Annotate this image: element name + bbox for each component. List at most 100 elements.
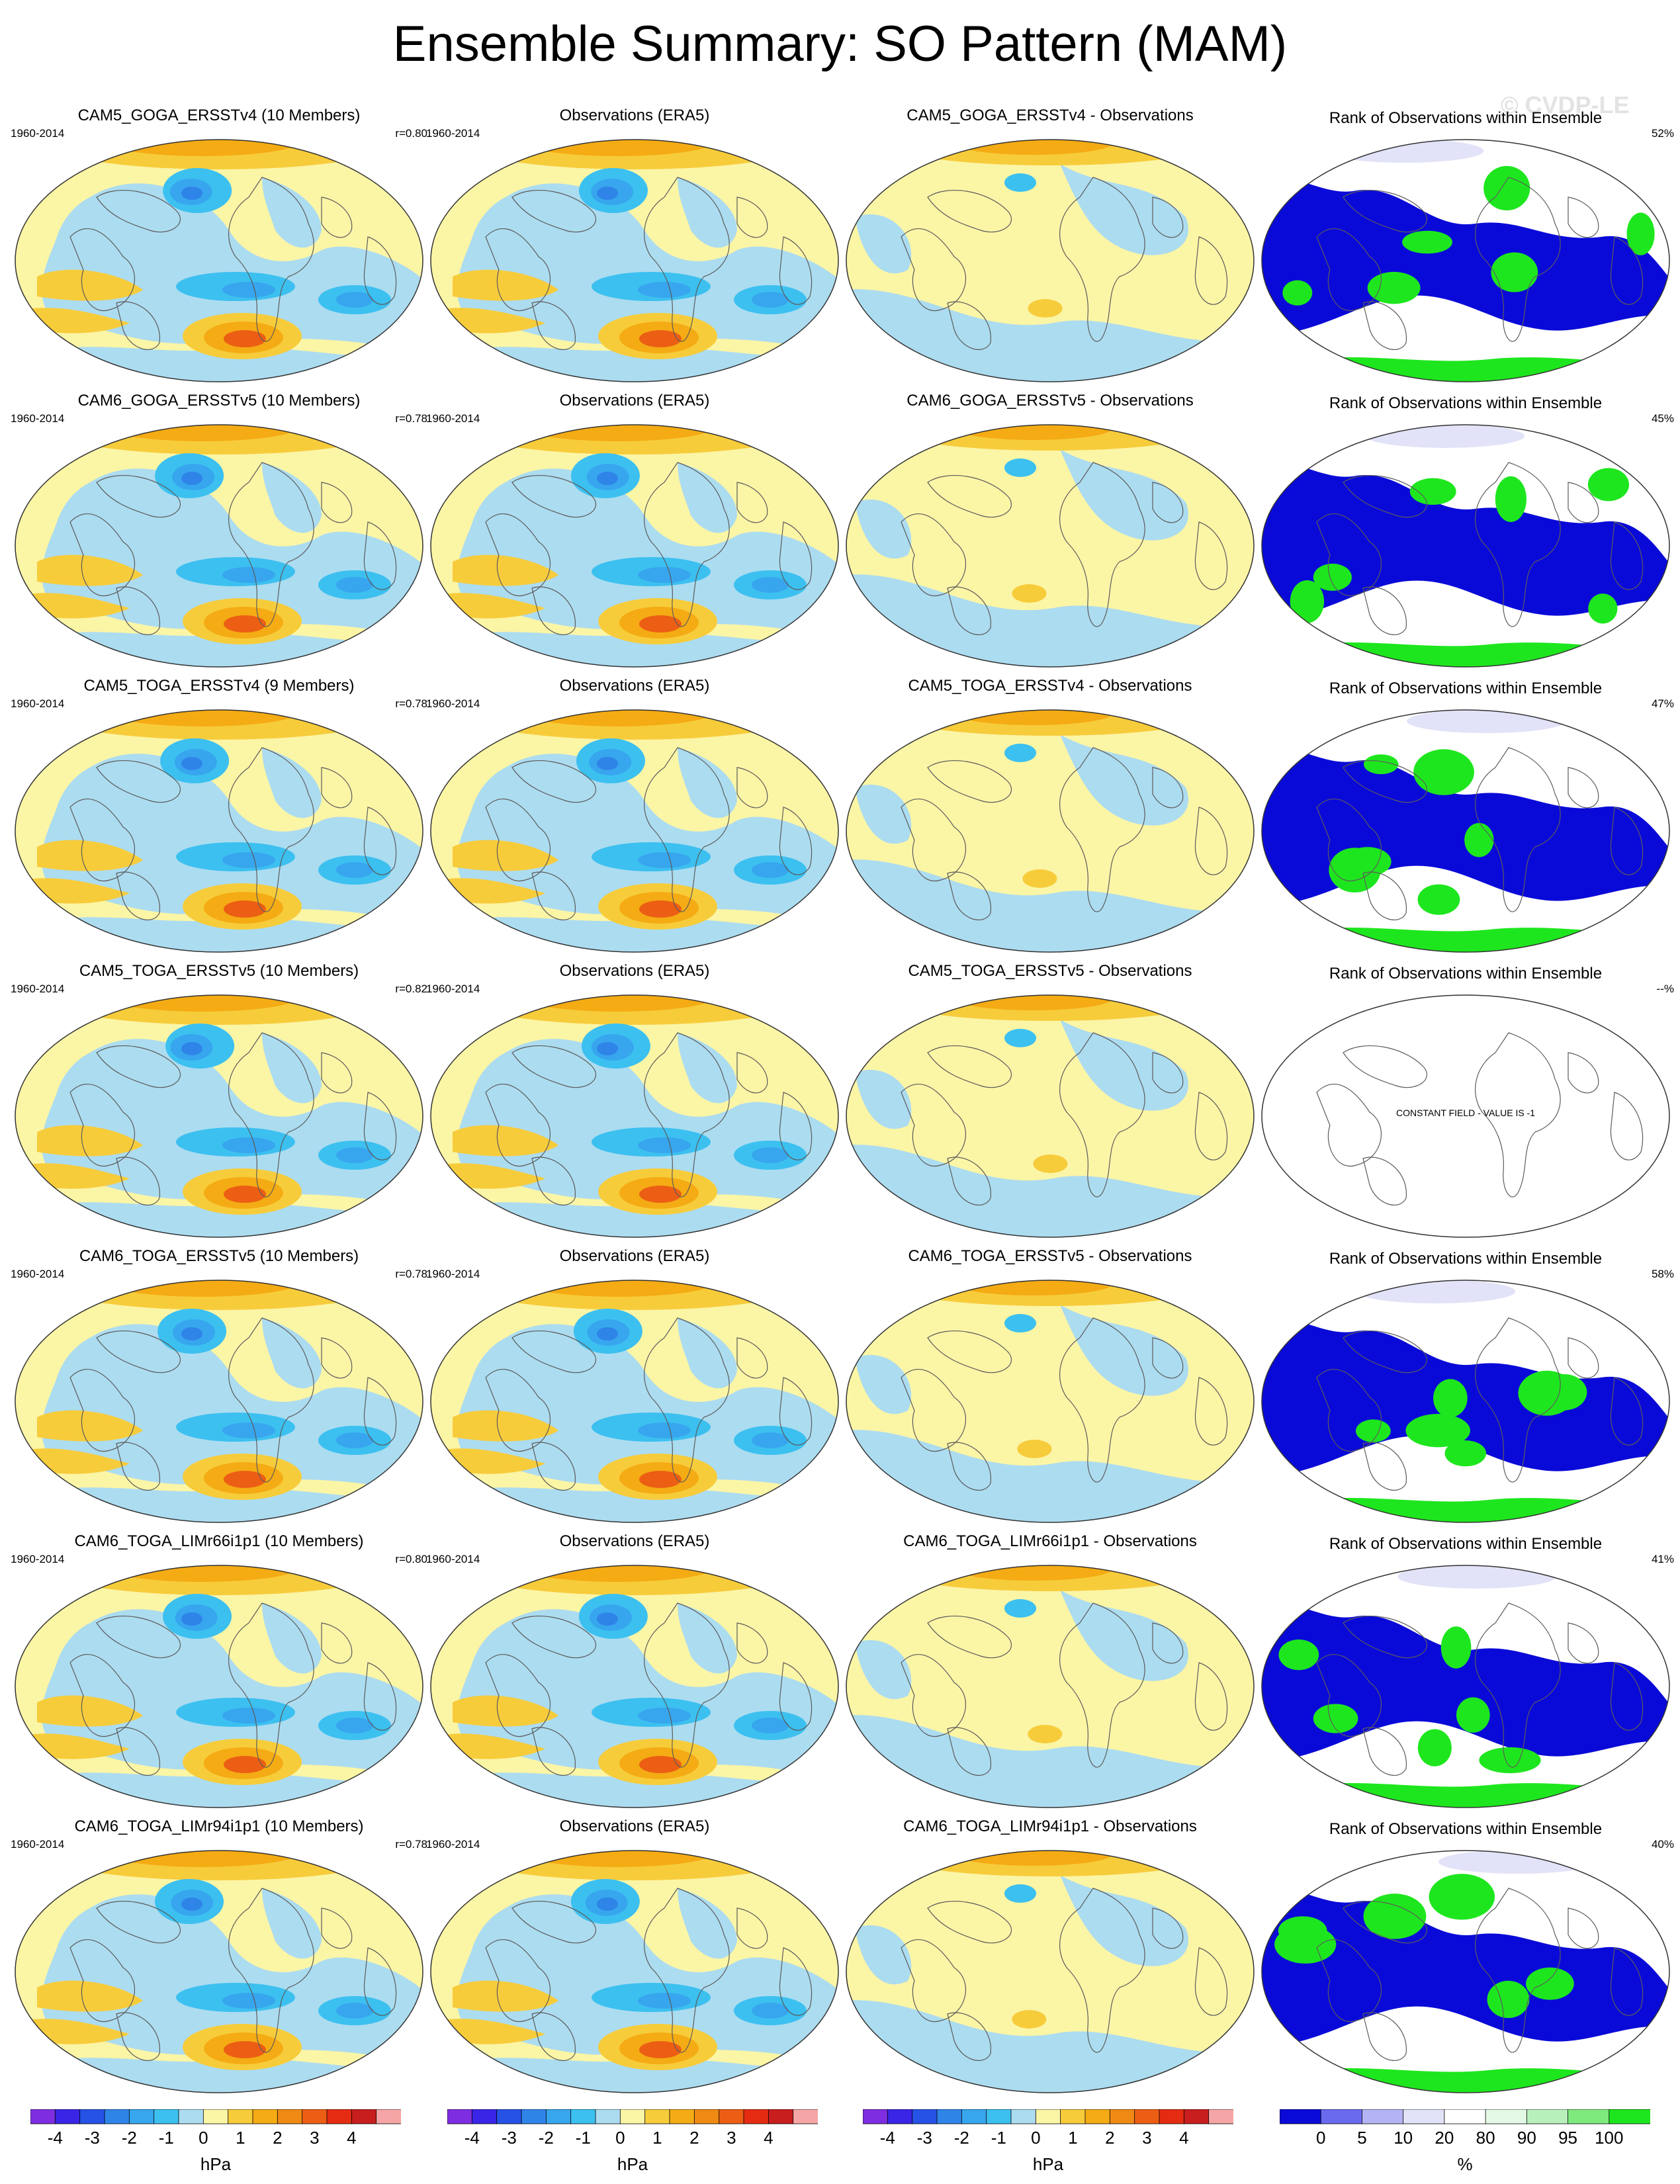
period-label: 1960-2014 [11, 127, 65, 140]
coastline-path [947, 1442, 991, 1491]
colorbar-swatch [302, 2109, 328, 2124]
map-outline [430, 139, 839, 382]
rank-map [1261, 1280, 1670, 1523]
coastline-path [485, 1654, 551, 1737]
coastline-path [1568, 1052, 1599, 1094]
coastline-path [485, 513, 551, 597]
coastline-path [779, 1947, 813, 2016]
coastline-path [1316, 513, 1382, 597]
rank-percent-label: 45% [1651, 412, 1674, 425]
colorbar-tick-label: 100 [1595, 2128, 1624, 2148]
colorbar-swatch [447, 2109, 473, 2124]
colorbar-tick-label: -1 [158, 2128, 174, 2148]
map-outline [846, 994, 1255, 1238]
obs-map [430, 1565, 839, 1808]
coastline-path [779, 807, 813, 875]
map-outline [846, 139, 1255, 382]
coastline-path [1059, 462, 1145, 627]
map-panel: CAM5_TOGA_ERSSTv5 - Observations [842, 961, 1259, 1239]
colorbar-tick-label: -4 [464, 2128, 480, 2148]
colorbar-tick-label: -3 [84, 2128, 100, 2148]
coastline-path [363, 521, 397, 590]
colorbar-swatches [30, 2109, 401, 2124]
coastline-path [485, 1939, 551, 2023]
coastline-path [947, 2012, 991, 2061]
correlation-label: r=0.78 [395, 1838, 427, 1851]
rank-percent-label: 40% [1651, 1838, 1674, 1851]
colorbar-tick-label: 5 [1357, 2128, 1367, 2148]
panel-title: Rank of Observations within Ensemble [1329, 1535, 1603, 1553]
coastline-path [901, 1654, 966, 1737]
colorbar-swatch [252, 2109, 279, 2124]
coastline-path [531, 301, 576, 350]
panel-title: CAM5_TOGA_ERSSTv4 (9 Members) [83, 677, 355, 695]
coastline-path [531, 2012, 576, 2061]
map-panel: CAM5_GOGA_ERSSTv4 (10 Members) 1960-2014 r… [11, 106, 427, 384]
coastline-path [1059, 747, 1145, 912]
map-panel: CAM5_TOGA_ERSSTv4 (9 Members) 1960-2014 r=… [11, 676, 427, 954]
coastline-path [644, 177, 730, 342]
map-outline [1261, 1565, 1670, 1808]
map-outline [1261, 139, 1670, 382]
map-panel: Observations (ERA5) 1960-2014 [426, 391, 843, 669]
panel-title: Observations (ERA5) [559, 392, 710, 410]
diff-map [846, 1280, 1255, 1523]
coastline-path [228, 462, 314, 627]
rank-map [1261, 1850, 1670, 2093]
coastline-path [96, 1616, 181, 1659]
map-outline [430, 1850, 839, 2093]
map-panel: Rank of Observations within Ensemble 47% [1257, 676, 1674, 954]
coastline-path [511, 1045, 596, 1088]
coastline-path [228, 1888, 314, 2053]
colorbar-swatch [30, 2109, 56, 2124]
coastline-path [644, 747, 730, 912]
panel-title: Observations (ERA5) [559, 107, 710, 124]
coastline-path [69, 799, 135, 882]
colorbar-swatch [570, 2109, 596, 2124]
colorbar-tick-label: -2 [953, 2128, 969, 2148]
coastline-path [531, 1157, 576, 1205]
colorbar-tick-label: 10 [1393, 2128, 1413, 2148]
map-outline [430, 709, 839, 953]
coastline-path [1343, 1616, 1427, 1659]
coastline-path [927, 475, 1012, 518]
colorbar-tick-label: -1 [991, 2128, 1006, 2148]
colorbar-swatch [376, 2109, 401, 2124]
map-outline [1261, 1280, 1670, 1523]
map-outline [15, 1850, 423, 2093]
coastline-path [69, 1654, 135, 1737]
colorbar-swatch [1526, 2109, 1569, 2124]
coastline-path [1568, 1622, 1599, 1664]
colorbar-swatch [793, 2109, 818, 2124]
period-label: 1960-2014 [426, 1553, 480, 1565]
colorbar-swatch [1320, 2109, 1363, 2124]
coastline-path [363, 1377, 397, 1446]
colorbar-swatch [1010, 2109, 1037, 2124]
coastline-path [1475, 747, 1561, 912]
colorbar-swatch [104, 2109, 130, 2124]
coastline-path [321, 1052, 353, 1094]
rank-map: CONSTANT FIELD - VALUE IS -1 [1261, 994, 1670, 1238]
coastline-path [1343, 1045, 1427, 1088]
rank-percent-label: 41% [1651, 1553, 1674, 1565]
map-panel: CAM6_GOGA_ERSSTv5 - Observations [842, 391, 1259, 669]
map-outline [846, 1565, 1255, 1808]
map-panel: CAM6_TOGA_LIMr94i1p1 (10 Members) 1960-20… [11, 1817, 427, 2095]
map-outline [846, 1280, 1255, 1523]
coastline-path [1568, 1337, 1599, 1379]
colorbar-tick-label: -3 [916, 2128, 932, 2148]
coastline-path [927, 1616, 1012, 1659]
colorbar-tick-label: 0 [1315, 2128, 1326, 2148]
panel-title: Rank of Observations within Ensemble [1329, 679, 1603, 697]
map-panel: Rank of Observations within Ensemble 41% [1257, 1532, 1674, 1810]
colorbar-swatch [1035, 2109, 1061, 2124]
coastline-path [69, 1939, 135, 2023]
coastline-path [1568, 197, 1599, 238]
coastline-path [947, 1727, 991, 1776]
coastline-path [321, 482, 353, 523]
coastline-path [1316, 228, 1382, 312]
obs-map [430, 709, 839, 953]
colorbar-tick-label: 3 [310, 2128, 320, 2148]
rank-map [1261, 709, 1670, 953]
map-panel: CAM6_TOGA_LIMr94i1p1 - Observations [842, 1817, 1259, 2095]
